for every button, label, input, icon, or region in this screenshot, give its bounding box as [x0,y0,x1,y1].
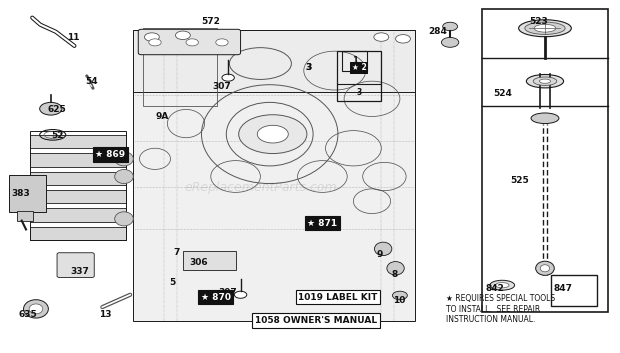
Ellipse shape [29,304,43,314]
Text: 847: 847 [554,284,572,293]
Text: 635: 635 [19,310,37,319]
Circle shape [392,291,407,300]
Circle shape [396,35,410,43]
Bar [9,175,46,212]
Bar [482,9,608,312]
Text: 3: 3 [306,62,312,72]
Circle shape [149,39,161,46]
Ellipse shape [536,261,554,275]
Circle shape [374,33,389,41]
Text: 524: 524 [493,89,512,98]
Circle shape [186,39,198,46]
Ellipse shape [518,20,572,37]
Text: 523: 523 [529,17,547,26]
Bar [30,190,126,203]
Text: ★ 871: ★ 871 [308,219,337,228]
Ellipse shape [525,22,565,35]
Text: 842: 842 [485,284,504,293]
Text: 54: 54 [86,77,98,86]
Circle shape [144,33,159,41]
Text: 5: 5 [169,278,175,287]
Bar [337,51,381,101]
FancyBboxPatch shape [138,29,241,55]
Text: ★ 869: ★ 869 [95,150,125,159]
Circle shape [239,115,307,154]
Text: 3: 3 [356,88,361,97]
Text: 284: 284 [428,27,447,36]
Text: 337: 337 [70,267,89,276]
Circle shape [216,39,228,46]
Bar [30,227,126,240]
Ellipse shape [541,265,550,272]
Text: ★ 2: ★ 2 [352,63,366,72]
Text: 307: 307 [219,288,237,298]
Text: 3: 3 [306,62,312,72]
Text: 1: 1 [352,56,358,65]
Ellipse shape [495,282,509,288]
Ellipse shape [539,79,551,83]
Circle shape [441,37,459,47]
FancyBboxPatch shape [183,251,236,270]
Bar [30,153,126,167]
Ellipse shape [374,242,392,256]
Text: 306: 306 [189,258,208,268]
Ellipse shape [115,152,133,166]
Bar [30,208,126,222]
Ellipse shape [24,300,48,318]
Text: eReplacementParts.com: eReplacementParts.com [184,181,337,193]
Circle shape [443,22,458,31]
Ellipse shape [531,113,559,124]
Ellipse shape [115,212,133,226]
Text: ★ 870: ★ 870 [201,293,231,302]
Circle shape [234,291,247,298]
Text: 52: 52 [51,131,63,140]
Bar [17,211,33,221]
Text: 383: 383 [11,189,30,198]
Ellipse shape [534,24,556,32]
Text: 307: 307 [213,82,231,91]
Text: 625: 625 [48,105,66,114]
Text: 13: 13 [99,310,112,319]
FancyBboxPatch shape [133,30,415,321]
Circle shape [40,102,62,115]
Text: 1019 LABEL KIT: 1019 LABEL KIT [298,293,378,302]
Ellipse shape [387,262,404,275]
Ellipse shape [490,280,515,290]
Text: 8: 8 [391,270,397,279]
Bar [30,135,126,148]
Text: 1058 OWNER'S MANUAL: 1058 OWNER'S MANUAL [255,316,377,325]
FancyBboxPatch shape [133,30,415,92]
Circle shape [222,74,234,81]
Circle shape [175,31,190,40]
Text: 9A: 9A [156,112,169,121]
Circle shape [257,125,288,143]
Text: 11: 11 [67,32,79,42]
Text: ★ REQUIRES SPECIAL TOOLS
TO INSTALL.  SEE REPAIR
INSTRUCTION MANUAL.: ★ REQUIRES SPECIAL TOOLS TO INSTALL. SEE… [446,294,556,324]
Text: 7: 7 [174,248,180,257]
FancyBboxPatch shape [57,253,94,277]
Text: 10: 10 [393,296,405,305]
Text: 525: 525 [510,175,529,185]
Bar [30,172,126,185]
Text: 9: 9 [376,250,383,259]
Ellipse shape [526,74,564,88]
Bar [30,131,126,240]
Bar [551,275,597,306]
Ellipse shape [533,77,557,85]
Ellipse shape [115,169,133,184]
Text: 572: 572 [202,17,220,26]
Bar [342,51,367,71]
